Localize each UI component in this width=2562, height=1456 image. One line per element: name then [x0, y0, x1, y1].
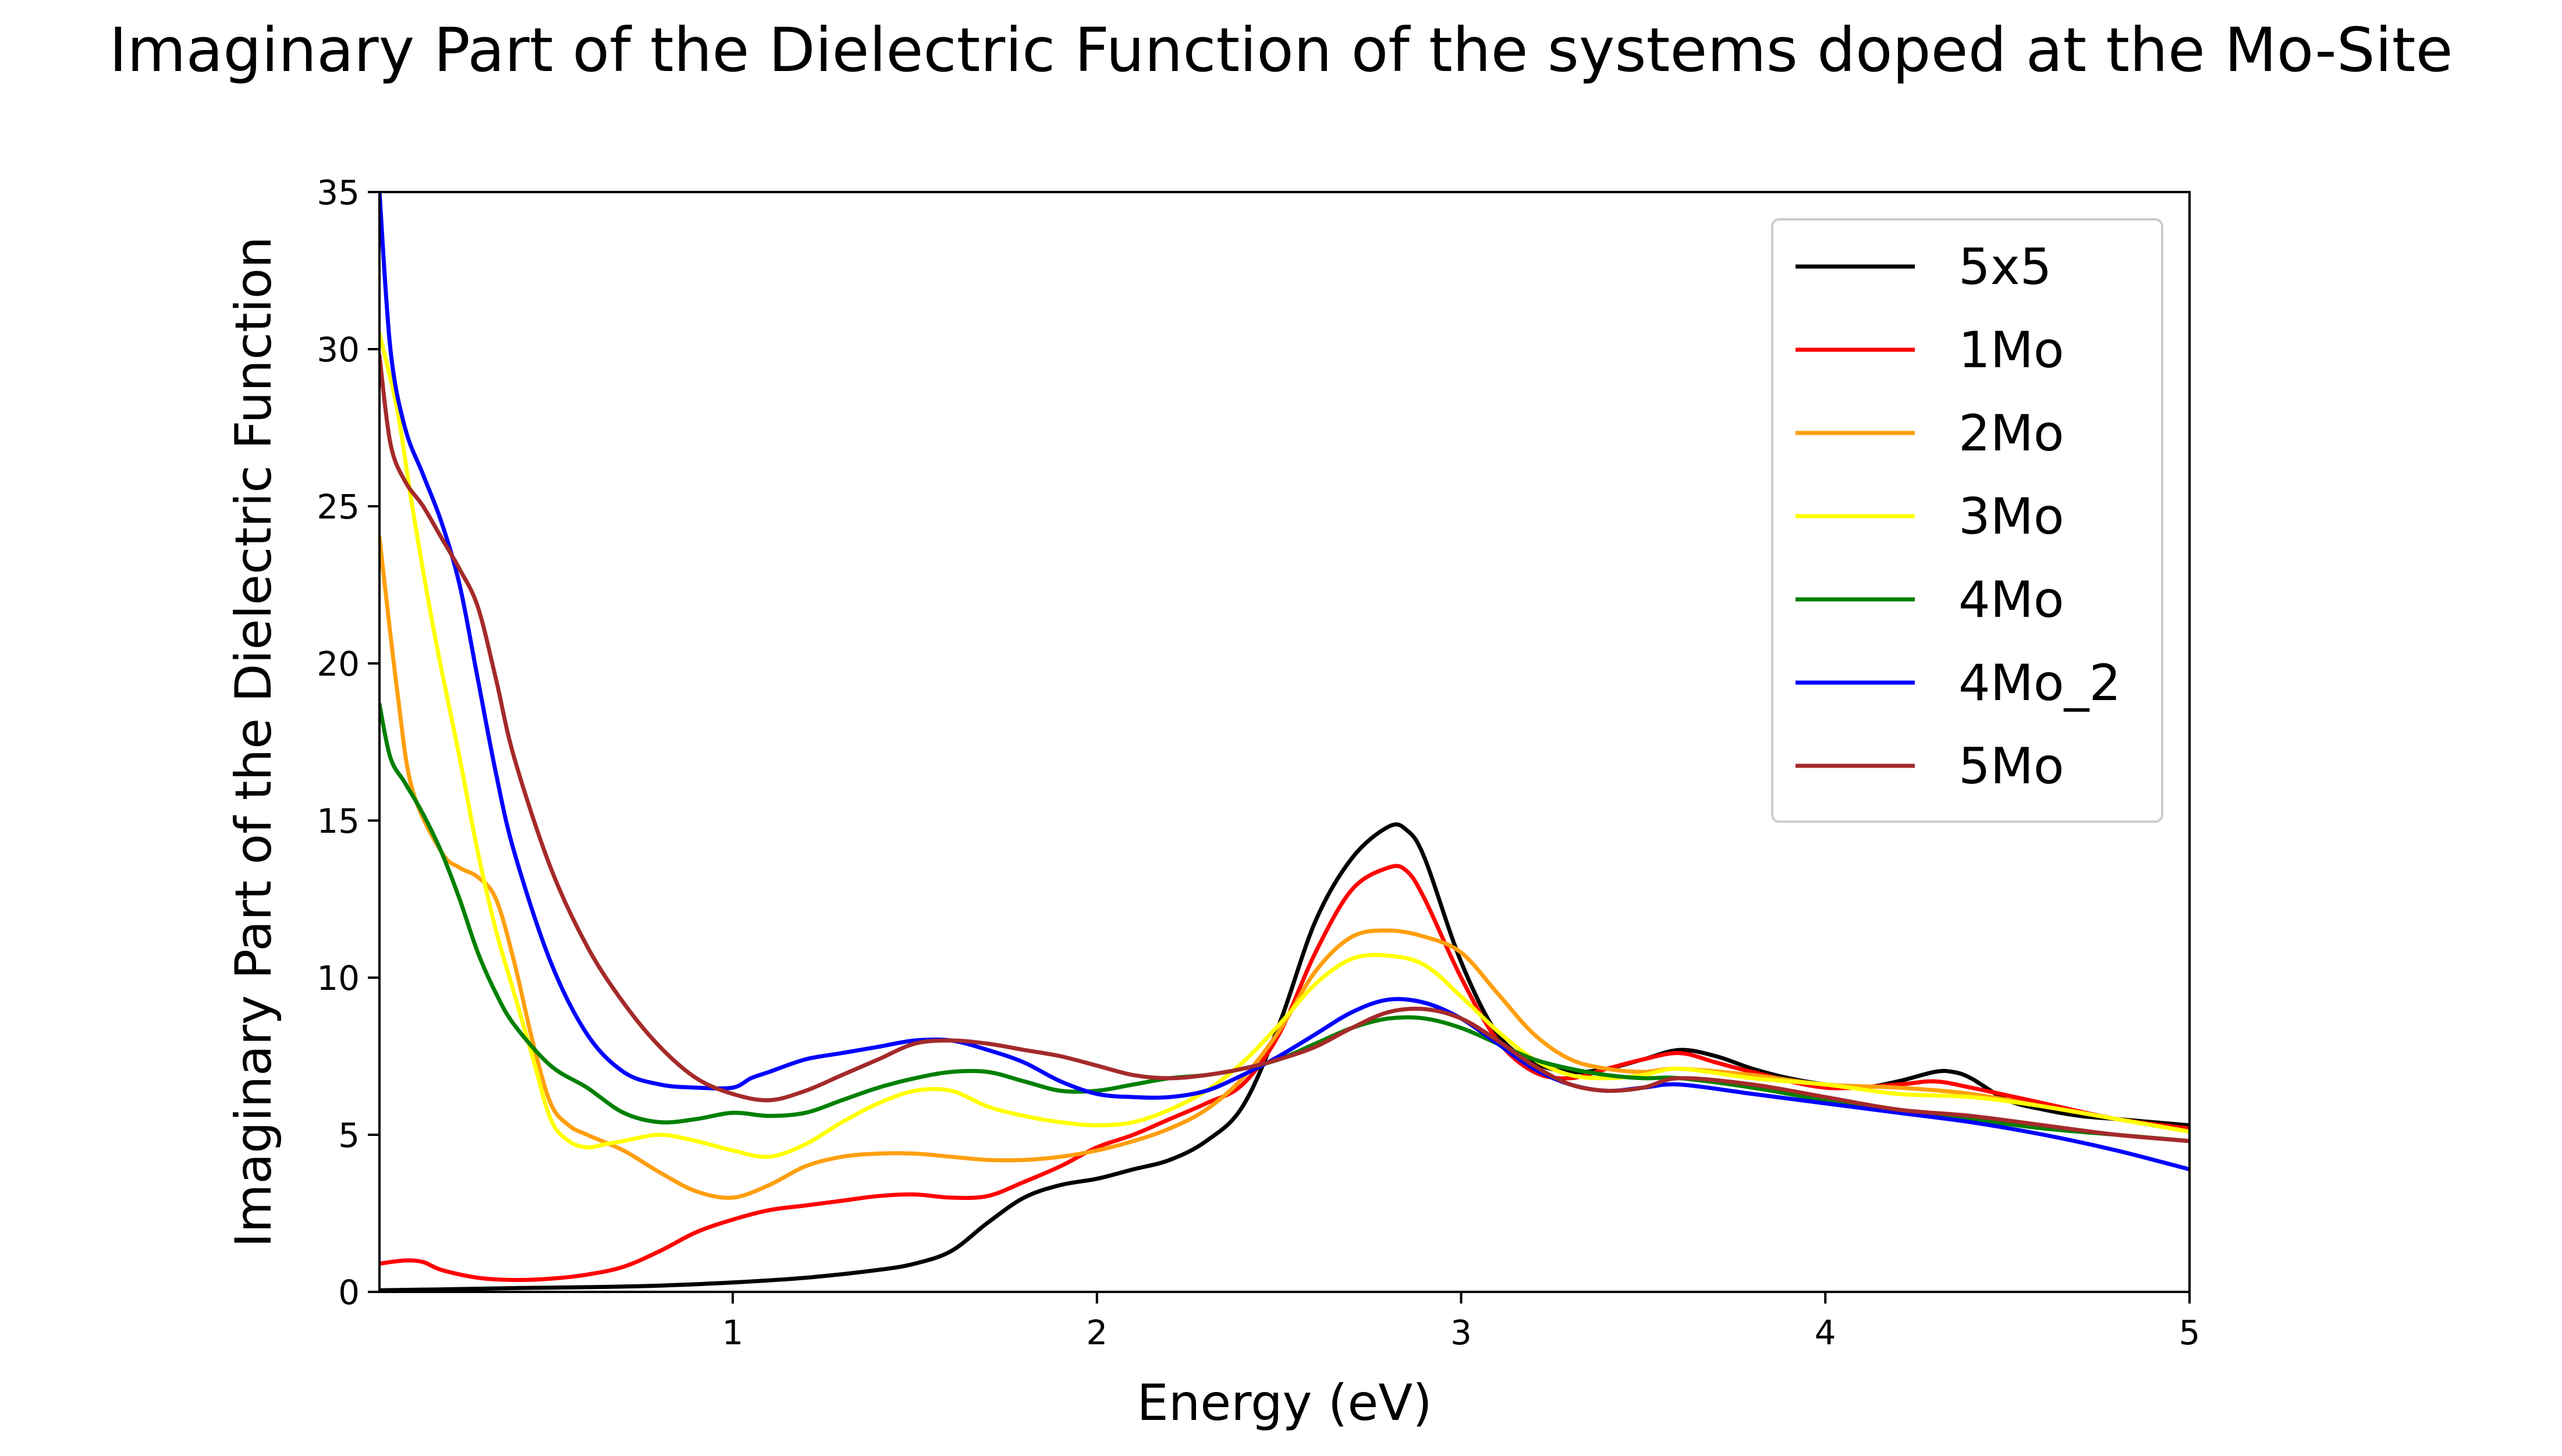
series-line-5x5	[379, 822, 2190, 1292]
y-axis-label: Imaginary Part of the Dielectric Functio…	[225, 236, 283, 1247]
legend-label: 5x5	[1958, 238, 2052, 296]
y-tick-label: 10	[317, 958, 360, 998]
y-tick-label: 5	[338, 1116, 360, 1155]
legend-label: 3Mo	[1958, 488, 2064, 546]
legend-label: 5Mo	[1958, 737, 2064, 796]
y-tick-label: 35	[317, 173, 360, 212]
series-line-4mo-2	[379, 192, 2190, 1171]
series-line-3mo	[379, 331, 2190, 1159]
legend-label: 2Mo	[1958, 404, 2064, 463]
chart-title: Imaginary Part of the Dielectric Functio…	[109, 15, 2453, 86]
y-tick-label: 20	[317, 644, 360, 684]
x-tick-label: 2	[1086, 1313, 1108, 1352]
y-tick-label: 0	[338, 1273, 360, 1312]
legend-box	[1771, 218, 2163, 823]
legend-label: 1Mo	[1958, 321, 2064, 379]
legend-label: 4Mo_2	[1958, 654, 2121, 712]
x-tick-label: 4	[1815, 1313, 1836, 1352]
plot-frame	[378, 191, 2191, 1293]
y-tick-label: 25	[317, 487, 360, 527]
x-axis-label: Energy (eV)	[1137, 1374, 1432, 1432]
x-tick-label: 3	[1450, 1313, 1472, 1352]
x-tick-label: 5	[2179, 1313, 2201, 1352]
series-line-1mo	[379, 864, 2190, 1283]
legend: 5x5 1Mo 2Mo 3Mo 4Mo 4Mo_2 5Mo	[1771, 218, 2163, 823]
y-axis-ticks: 0 5 10 15 20 25 30 35	[317, 173, 379, 1312]
y-tick-label: 30	[317, 330, 360, 370]
series-line-4mo	[379, 702, 2190, 1144]
series-line-5mo	[379, 353, 2190, 1144]
y-tick-label: 15	[317, 801, 360, 841]
x-axis-ticks: 1 2 3 4 5	[722, 1292, 2201, 1352]
plot-lines	[379, 192, 2190, 1292]
legend-label: 4Mo	[1958, 571, 2064, 629]
x-tick-label: 1	[722, 1313, 744, 1352]
